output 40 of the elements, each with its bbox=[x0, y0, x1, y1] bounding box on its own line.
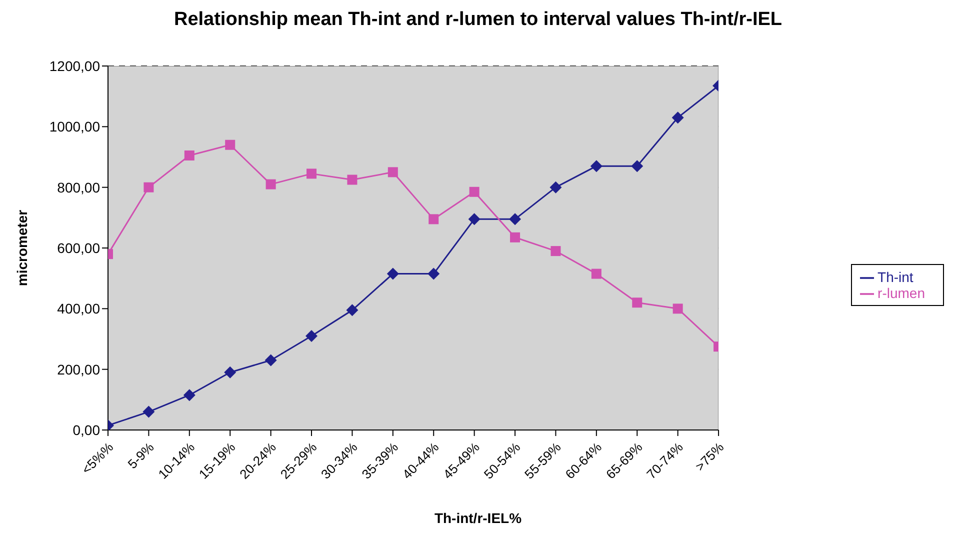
point bbox=[632, 298, 642, 308]
point bbox=[428, 214, 439, 224]
point bbox=[631, 160, 644, 172]
legend-label: r-lumen bbox=[878, 285, 925, 301]
legend-label: Th-int bbox=[878, 268, 914, 285]
point bbox=[142, 406, 155, 418]
point bbox=[386, 268, 399, 280]
point bbox=[468, 213, 480, 226]
chart-title: Relationship mean Th-int and r-lumen to interval values Th-int/r-IEL bbox=[174, 9, 782, 30]
point bbox=[591, 268, 602, 279]
point bbox=[183, 389, 196, 402]
point bbox=[346, 304, 358, 316]
point bbox=[672, 304, 683, 314]
x-axis-title: Th-int/r-IEL% bbox=[433, 510, 523, 526]
y-tick-label: 200,00 bbox=[57, 361, 100, 378]
point bbox=[590, 160, 602, 172]
point bbox=[306, 330, 318, 342]
point bbox=[347, 174, 358, 185]
point bbox=[306, 168, 317, 179]
point bbox=[225, 140, 236, 150]
y-tick-label: 600,00 bbox=[57, 240, 100, 256]
point bbox=[388, 167, 398, 178]
point bbox=[224, 366, 236, 378]
point bbox=[264, 354, 277, 366]
point bbox=[144, 182, 154, 192]
point bbox=[428, 268, 440, 280]
y-tick-label: 1200,00 bbox=[49, 58, 100, 74]
point bbox=[510, 232, 520, 242]
point bbox=[469, 186, 480, 197]
y-tick-label: 800,00 bbox=[57, 179, 100, 196]
point bbox=[550, 181, 562, 194]
y-tick-label: 400,00 bbox=[57, 300, 100, 317]
point bbox=[672, 112, 684, 124]
point bbox=[184, 150, 194, 160]
point bbox=[509, 213, 522, 226]
y-tick-label: 1000,00 bbox=[49, 118, 100, 135]
y-tick-label: 0,00 bbox=[72, 422, 100, 438]
point bbox=[266, 179, 276, 190]
y-axis-title: micrometer bbox=[14, 210, 30, 286]
point bbox=[550, 246, 561, 256]
